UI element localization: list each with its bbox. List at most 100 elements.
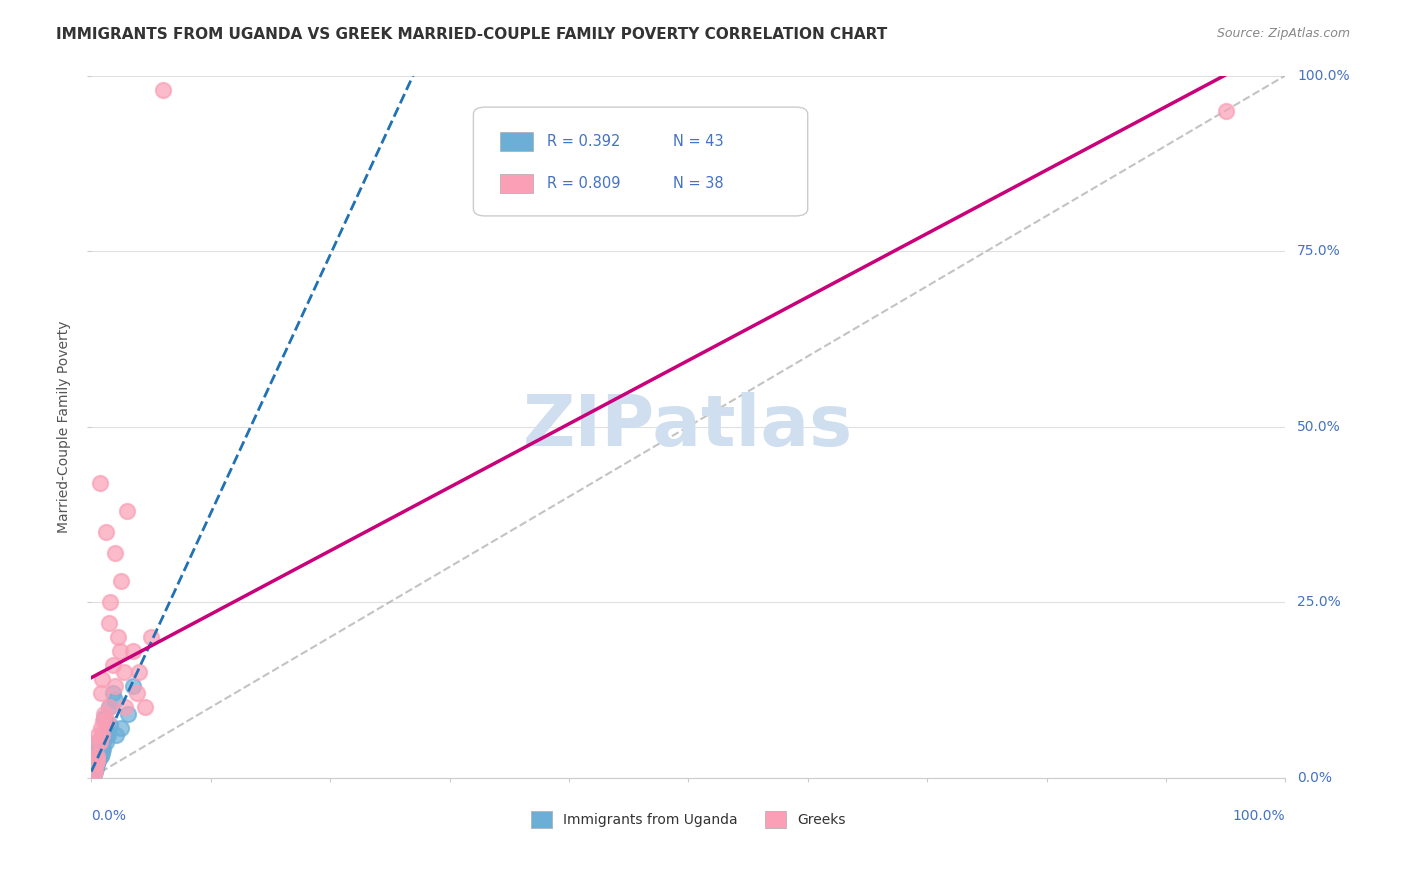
Point — [94, 735, 117, 749]
Point — [91, 735, 114, 749]
Point — [105, 728, 128, 742]
Point — [84, 760, 107, 774]
Point — [122, 644, 145, 658]
FancyBboxPatch shape — [499, 174, 533, 194]
Point — [104, 679, 127, 693]
Point — [94, 714, 117, 729]
Text: 0.0%: 0.0% — [1298, 771, 1333, 785]
Text: N = 38: N = 38 — [673, 176, 724, 191]
Point — [89, 735, 111, 749]
Point — [110, 574, 132, 588]
Point — [104, 693, 127, 707]
Point — [89, 475, 111, 490]
Point — [122, 679, 145, 693]
Y-axis label: Married-Couple Family Poverty: Married-Couple Family Poverty — [58, 320, 72, 533]
Point — [86, 735, 108, 749]
Point — [100, 718, 122, 732]
Point — [108, 644, 131, 658]
Point — [83, 760, 105, 774]
Point — [84, 760, 107, 774]
Point — [100, 595, 122, 609]
Text: 50.0%: 50.0% — [1298, 419, 1341, 434]
Point — [84, 760, 107, 774]
Point — [90, 749, 112, 764]
Point — [87, 753, 110, 767]
Point — [1215, 103, 1237, 118]
Point — [97, 728, 120, 742]
Point — [86, 756, 108, 771]
Text: R = 0.392: R = 0.392 — [547, 134, 621, 149]
Point — [98, 700, 121, 714]
Point — [83, 764, 105, 778]
Point — [98, 700, 121, 714]
Point — [96, 714, 118, 729]
Point — [83, 764, 105, 778]
Point — [86, 753, 108, 767]
Text: IMMIGRANTS FROM UGANDA VS GREEK MARRIED-COUPLE FAMILY POVERTY CORRELATION CHART: IMMIGRANTS FROM UGANDA VS GREEK MARRIED-… — [56, 27, 887, 42]
Point — [83, 767, 105, 781]
Point — [112, 665, 135, 680]
Text: R = 0.809: R = 0.809 — [547, 176, 621, 191]
Text: 75.0%: 75.0% — [1298, 244, 1341, 258]
Point — [114, 700, 136, 714]
Point — [86, 749, 108, 764]
Point — [91, 714, 114, 729]
Point — [101, 658, 124, 673]
Point — [87, 728, 110, 742]
Point — [90, 686, 112, 700]
Point — [90, 731, 112, 746]
Point — [90, 722, 112, 736]
Point — [89, 739, 111, 753]
Point — [83, 767, 105, 781]
Point — [98, 616, 121, 631]
Point — [83, 756, 105, 771]
Point — [110, 722, 132, 736]
Point — [91, 728, 114, 742]
Point — [125, 686, 148, 700]
Text: 25.0%: 25.0% — [1298, 595, 1341, 609]
Point — [82, 767, 104, 781]
Point — [139, 630, 162, 644]
FancyBboxPatch shape — [474, 107, 807, 216]
Point — [115, 504, 138, 518]
Point — [107, 630, 129, 644]
Point — [83, 764, 105, 778]
Point — [83, 764, 105, 778]
Text: 0.0%: 0.0% — [91, 809, 127, 822]
Point — [90, 746, 112, 760]
Point — [86, 735, 108, 749]
Point — [87, 749, 110, 764]
Point — [91, 742, 114, 756]
Point — [84, 756, 107, 771]
Point — [117, 707, 139, 722]
Text: Source: ZipAtlas.com: Source: ZipAtlas.com — [1216, 27, 1350, 40]
Point — [87, 742, 110, 756]
Point — [83, 764, 105, 778]
Point — [94, 524, 117, 539]
Point — [104, 546, 127, 560]
Point — [101, 686, 124, 700]
Point — [152, 82, 174, 96]
Point — [87, 753, 110, 767]
Point — [128, 665, 150, 680]
Point — [83, 767, 105, 781]
Point — [84, 756, 107, 771]
Point — [134, 700, 156, 714]
Point — [96, 725, 118, 739]
Point — [89, 749, 111, 764]
Point — [86, 753, 108, 767]
Point — [93, 707, 115, 722]
Point — [83, 749, 105, 764]
Point — [89, 749, 111, 764]
Legend: Immigrants from Uganda, Greeks: Immigrants from Uganda, Greeks — [526, 805, 851, 834]
Text: N = 43: N = 43 — [673, 134, 724, 149]
Point — [91, 672, 114, 686]
Point — [84, 756, 107, 771]
Text: ZIPatlas: ZIPatlas — [523, 392, 853, 461]
Point — [86, 756, 108, 771]
FancyBboxPatch shape — [499, 132, 533, 152]
Point — [91, 746, 114, 760]
Text: 100.0%: 100.0% — [1233, 809, 1285, 822]
Point — [93, 711, 115, 725]
Text: 100.0%: 100.0% — [1298, 69, 1350, 83]
